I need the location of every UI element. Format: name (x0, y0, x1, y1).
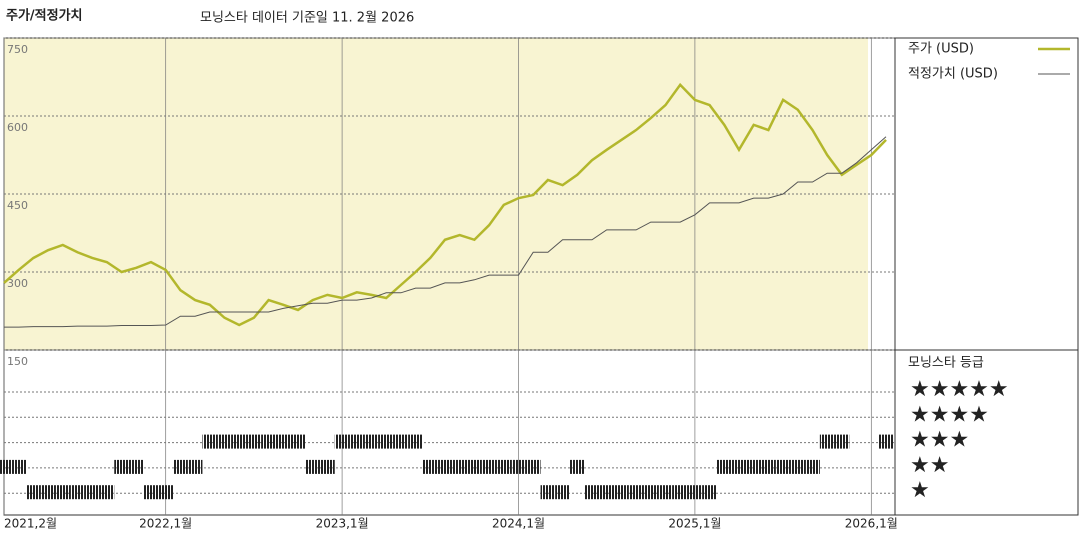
rating-bar (731, 459, 747, 474)
chart-subtitle: 모닝스타 데이터 기준일 11. 2월 2026 (200, 11, 414, 26)
rating-bar (672, 485, 688, 500)
rating-bar (658, 485, 673, 500)
rating-bar (275, 434, 291, 449)
rating-bar (599, 485, 615, 500)
y-tick-label: 750 (7, 43, 28, 56)
rating-bar (217, 434, 232, 449)
rating-label: ★★★★ (910, 402, 989, 427)
rating-bar (320, 459, 335, 474)
rating-bar (349, 434, 365, 449)
rating-bar (775, 459, 791, 474)
rating-bar (202, 434, 218, 449)
y-tick-label: 150 (7, 355, 28, 368)
rating-bar (540, 485, 556, 500)
rating-bar (805, 459, 820, 474)
rating-bar (819, 434, 835, 449)
rating-bar (628, 485, 644, 500)
rating-bar (364, 434, 379, 449)
rating-bar (452, 459, 468, 474)
x-tick-label: 2025,1월 (668, 517, 721, 531)
rating-bar (173, 459, 188, 474)
rating-bar (408, 434, 423, 449)
y-tick-label: 300 (7, 277, 28, 290)
rating-bar (511, 459, 526, 474)
chart-title: 주가/적정가치 (6, 8, 83, 24)
x-tick-label: 2024,1월 (492, 517, 545, 531)
rating-bar (70, 485, 85, 500)
rating-bar (290, 434, 306, 449)
rating-title: 모닝스타 등급 (908, 356, 984, 371)
rating-bar (84, 485, 100, 500)
rating-bar (614, 485, 629, 500)
series-line (3, 82, 887, 327)
x-tick-label: 2026,1월 (845, 517, 898, 531)
rating-bar (231, 434, 247, 449)
y-tick-label: 600 (7, 121, 28, 134)
legend-label: 적정가치 (USD) (908, 67, 998, 82)
rating-label: ★ (910, 478, 930, 503)
legend-label: 주가 (USD) (908, 42, 974, 57)
rating-label: ★★ (910, 453, 949, 478)
rating-bar (158, 485, 174, 500)
rating-bar (143, 485, 159, 500)
rating-bar (761, 459, 776, 474)
rating-bar (481, 459, 497, 474)
rating-bar (525, 459, 541, 474)
rating-label: ★★★★★ (910, 377, 1009, 402)
x-tick-label: 2021,2월 (4, 517, 57, 531)
x-tick-label: 2022,1월 (139, 517, 192, 531)
rating-bar (55, 485, 71, 500)
rating-bar (687, 485, 703, 500)
rating-bar (261, 434, 276, 449)
rating-bar (114, 459, 129, 474)
rating-bar (26, 485, 41, 500)
rating-bar (878, 434, 894, 449)
rating-bar (0, 459, 12, 474)
rating-bar (702, 485, 717, 500)
rating-bar (246, 434, 262, 449)
rating-bar (128, 459, 144, 474)
rating-bar (569, 459, 585, 474)
rating-bar (555, 485, 570, 500)
rating-bar (422, 459, 438, 474)
rating-bar (716, 459, 732, 474)
y-tick-label: 450 (7, 199, 28, 212)
series-line (4, 136, 887, 328)
rating-bar (584, 485, 600, 500)
rating-bar (467, 459, 482, 474)
rating-bar (378, 434, 394, 449)
rating-bar (834, 434, 850, 449)
rating-bar (99, 485, 115, 500)
legend-frame (894, 37, 1079, 516)
rating-label: ★★★ (910, 428, 969, 453)
rating-bar (496, 459, 512, 474)
rating-bar (790, 459, 806, 474)
rating-bar (11, 459, 27, 474)
rating-bar (437, 459, 453, 474)
rating-bar (746, 459, 762, 474)
x-tick-label: 2023,1월 (316, 517, 369, 531)
rating-bar (393, 434, 409, 449)
rating-bar (334, 434, 350, 449)
rating-bar (305, 459, 321, 474)
rating-bar (643, 485, 659, 500)
rating-bar (40, 485, 56, 500)
rating-bar (187, 459, 203, 474)
